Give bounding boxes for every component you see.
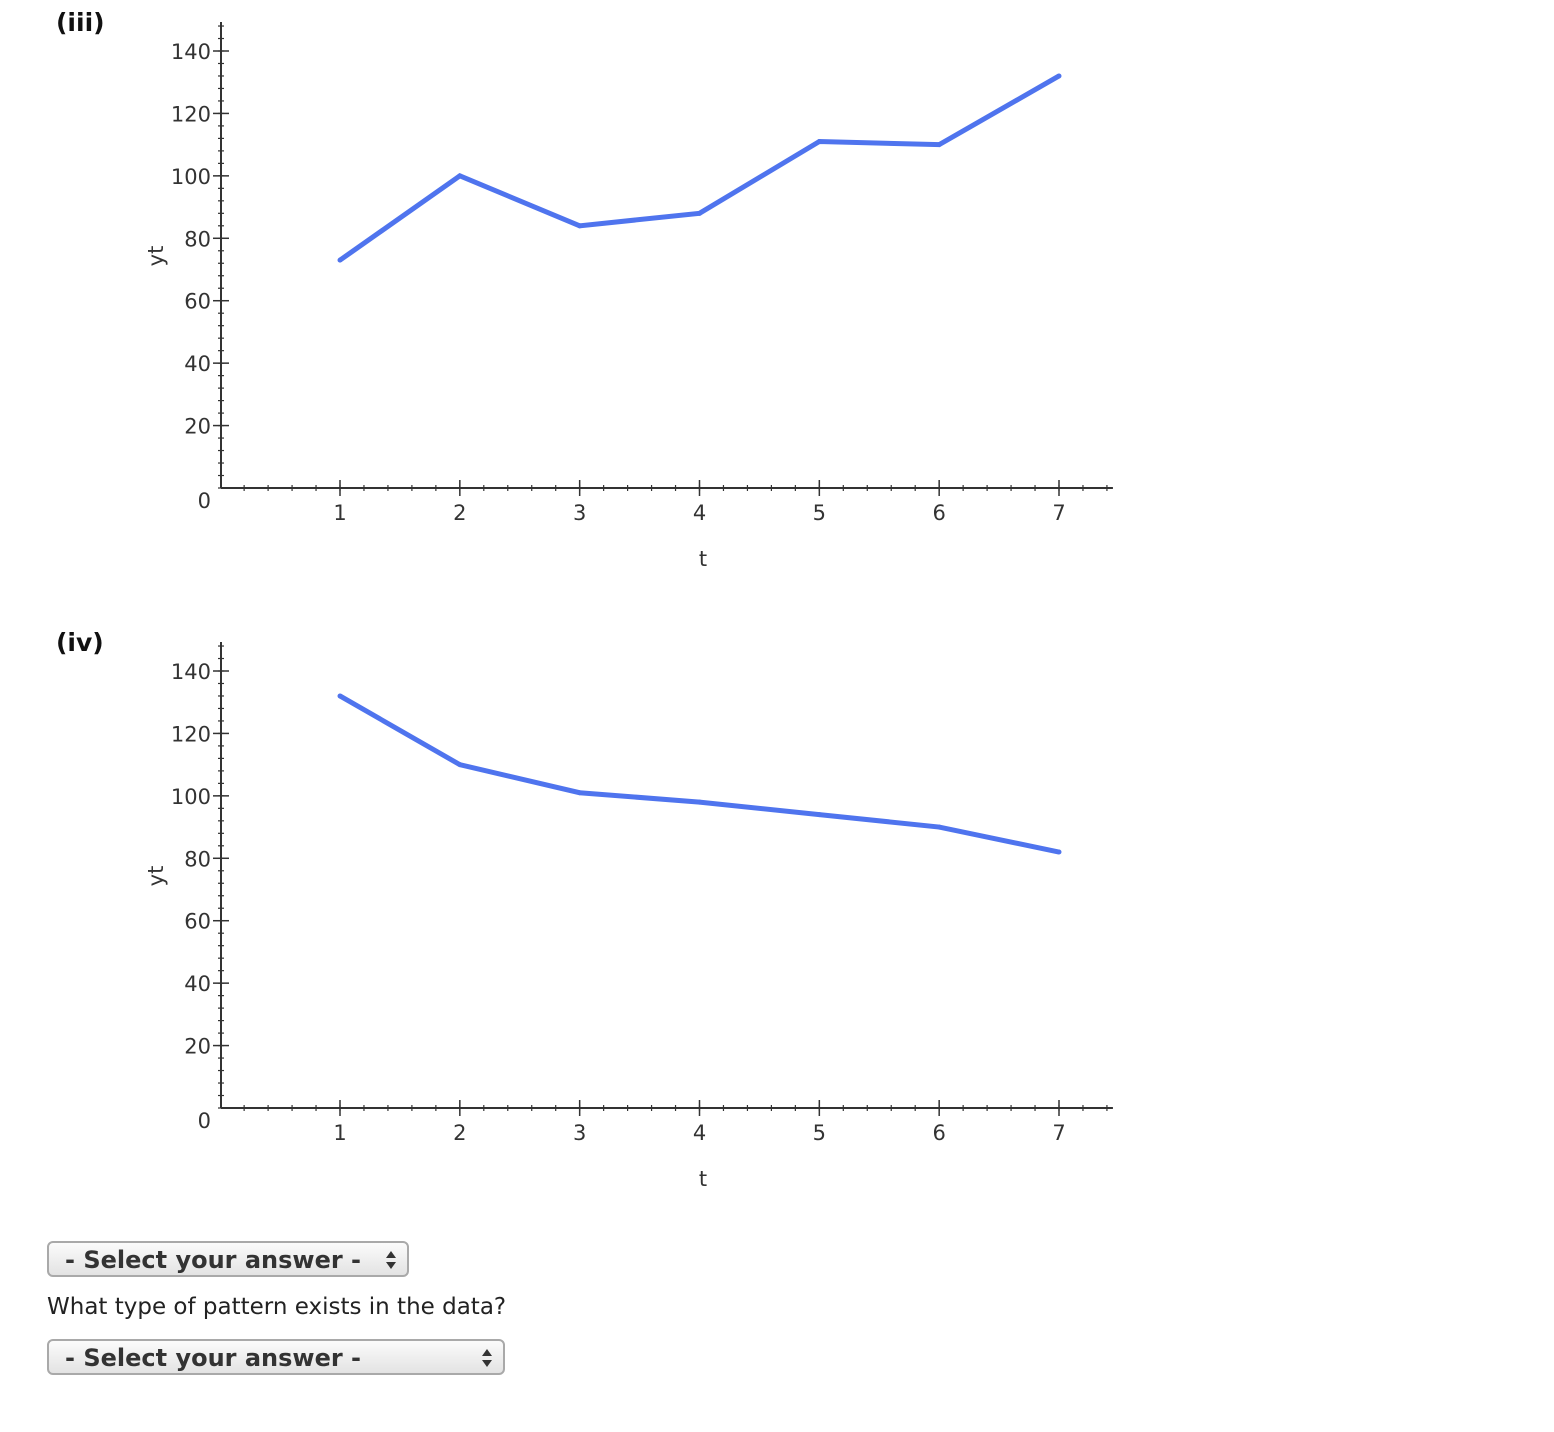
- data-point: [936, 142, 942, 148]
- data-point: [1056, 849, 1062, 855]
- x-tick-label: 1: [333, 501, 346, 525]
- x-tick-label: 2: [453, 501, 466, 525]
- question-text: What type of pattern exists in the data?: [47, 1294, 507, 1320]
- y-tick-label: 140: [171, 40, 211, 64]
- x-tick-label: 7: [1052, 501, 1065, 525]
- data-point: [457, 762, 463, 768]
- data-point: [1056, 73, 1062, 79]
- x-tick-label: 3: [573, 501, 586, 525]
- panel-label-iv: (iv): [56, 628, 104, 657]
- answer-select-1[interactable]: - Select your answer -: [47, 1241, 409, 1277]
- y-tick-label: 0: [198, 1109, 211, 1133]
- panel-label-iii: (iii): [56, 8, 105, 37]
- data-point: [816, 812, 822, 818]
- answer-select-1-value: - Select your answer -: [65, 1246, 362, 1274]
- y-tick-label: 0: [198, 489, 211, 513]
- y-axis-label: yt: [144, 866, 168, 887]
- y-tick-label: 100: [171, 785, 211, 809]
- y-tick-label: 120: [171, 102, 211, 126]
- y-tick-label: 80: [184, 847, 211, 871]
- y-tick-label: 100: [171, 165, 211, 189]
- answer-select-2[interactable]: - Select your answer -: [47, 1339, 505, 1375]
- y-tick-label: 80: [184, 227, 211, 251]
- y-tick-label: 120: [171, 722, 211, 746]
- data-point: [577, 223, 583, 229]
- chart-iii: 0 20 40 60 80 100 120 140 1 2 3 4 5 6 7 t yt: [144, 22, 1113, 571]
- x-tick-label: 6: [932, 501, 945, 525]
- data-point: [936, 824, 942, 830]
- y-tick-label: 60: [184, 290, 211, 314]
- answer-select-2-value: - Select your answer -: [65, 1344, 362, 1372]
- select-arrows-icon: [386, 1251, 396, 1269]
- data-point: [457, 173, 463, 179]
- data-point: [337, 257, 343, 263]
- x-axis-label: t: [699, 547, 707, 571]
- data-point: [697, 210, 702, 216]
- data-point: [816, 139, 822, 145]
- y-tick-label: 40: [184, 352, 211, 376]
- x-tick-label: 7: [1052, 1121, 1065, 1145]
- y-tick-label: 40: [184, 972, 211, 996]
- chart-iv: 0 20 40 60 80 100 120 140 1 2 3 4 5 6 7 t yt: [144, 642, 1113, 1191]
- y-axis-label: yt: [144, 246, 168, 267]
- data-point: [337, 693, 343, 699]
- x-tick-label: 2: [453, 1121, 466, 1145]
- x-tick-label: 6: [932, 1121, 945, 1145]
- y-tick-label: 60: [184, 910, 211, 934]
- y-tick-label: 20: [184, 1035, 211, 1059]
- y-tick-label: 20: [184, 415, 211, 439]
- data-point: [577, 790, 583, 796]
- x-tick-label: 1: [333, 1121, 346, 1145]
- x-tick-label: 5: [813, 501, 826, 525]
- x-tick-label: 4: [693, 1121, 706, 1145]
- x-axis-label: t: [699, 1167, 707, 1191]
- series-line: [338, 693, 1060, 855]
- data-point: [697, 799, 702, 805]
- x-tick-label: 3: [573, 1121, 586, 1145]
- series-line: [338, 73, 1061, 263]
- y-tick-label: 140: [171, 660, 211, 684]
- x-tick-label: 5: [813, 1121, 826, 1145]
- select-arrows-icon: [482, 1349, 492, 1367]
- x-tick-label: 4: [693, 501, 706, 525]
